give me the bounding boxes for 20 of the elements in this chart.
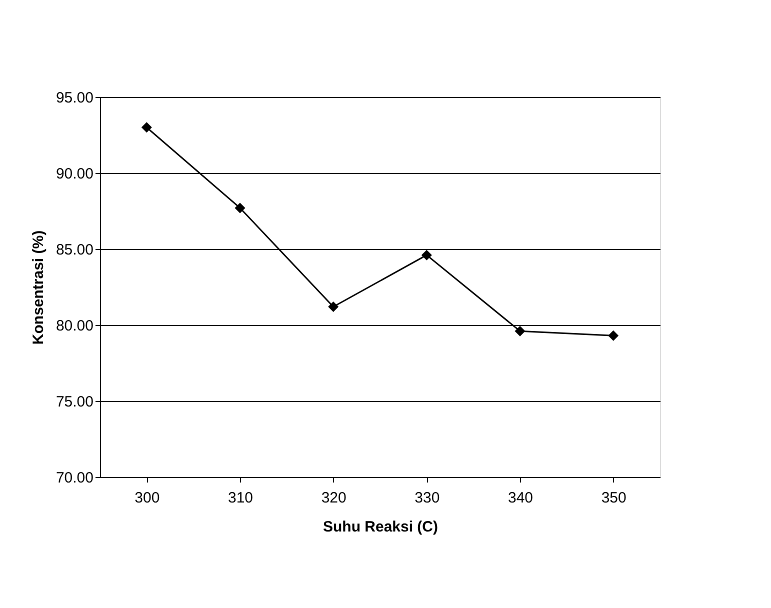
- point: [234, 202, 246, 214]
- y-axis-title: Konsentrasi (%): [30, 230, 47, 345]
- point: [328, 302, 339, 312]
- y-tick-label: 75.00: [56, 394, 94, 410]
- x-tick-label: 330: [414, 490, 440, 506]
- x-tick-label: 340: [508, 490, 534, 506]
- y-tick-label: 85.00: [56, 242, 94, 258]
- point: [421, 250, 432, 260]
- y-tick-label: 80.00: [56, 318, 94, 334]
- y-tick-label: 90.00: [56, 166, 94, 182]
- x-tick-label: 350: [601, 490, 626, 506]
- point: [141, 122, 152, 133]
- point: [514, 326, 526, 336]
- x-tick-label: 310: [228, 490, 254, 506]
- x-tick-label: 320: [321, 490, 346, 506]
- point: [608, 330, 619, 341]
- x-axis-title: Suhu Reaksi (C): [322, 518, 438, 536]
- y-tick-label: 95.00: [56, 90, 94, 106]
- y-tick-label: 70.00: [56, 470, 94, 486]
- x-tick-label: 300: [134, 490, 160, 506]
